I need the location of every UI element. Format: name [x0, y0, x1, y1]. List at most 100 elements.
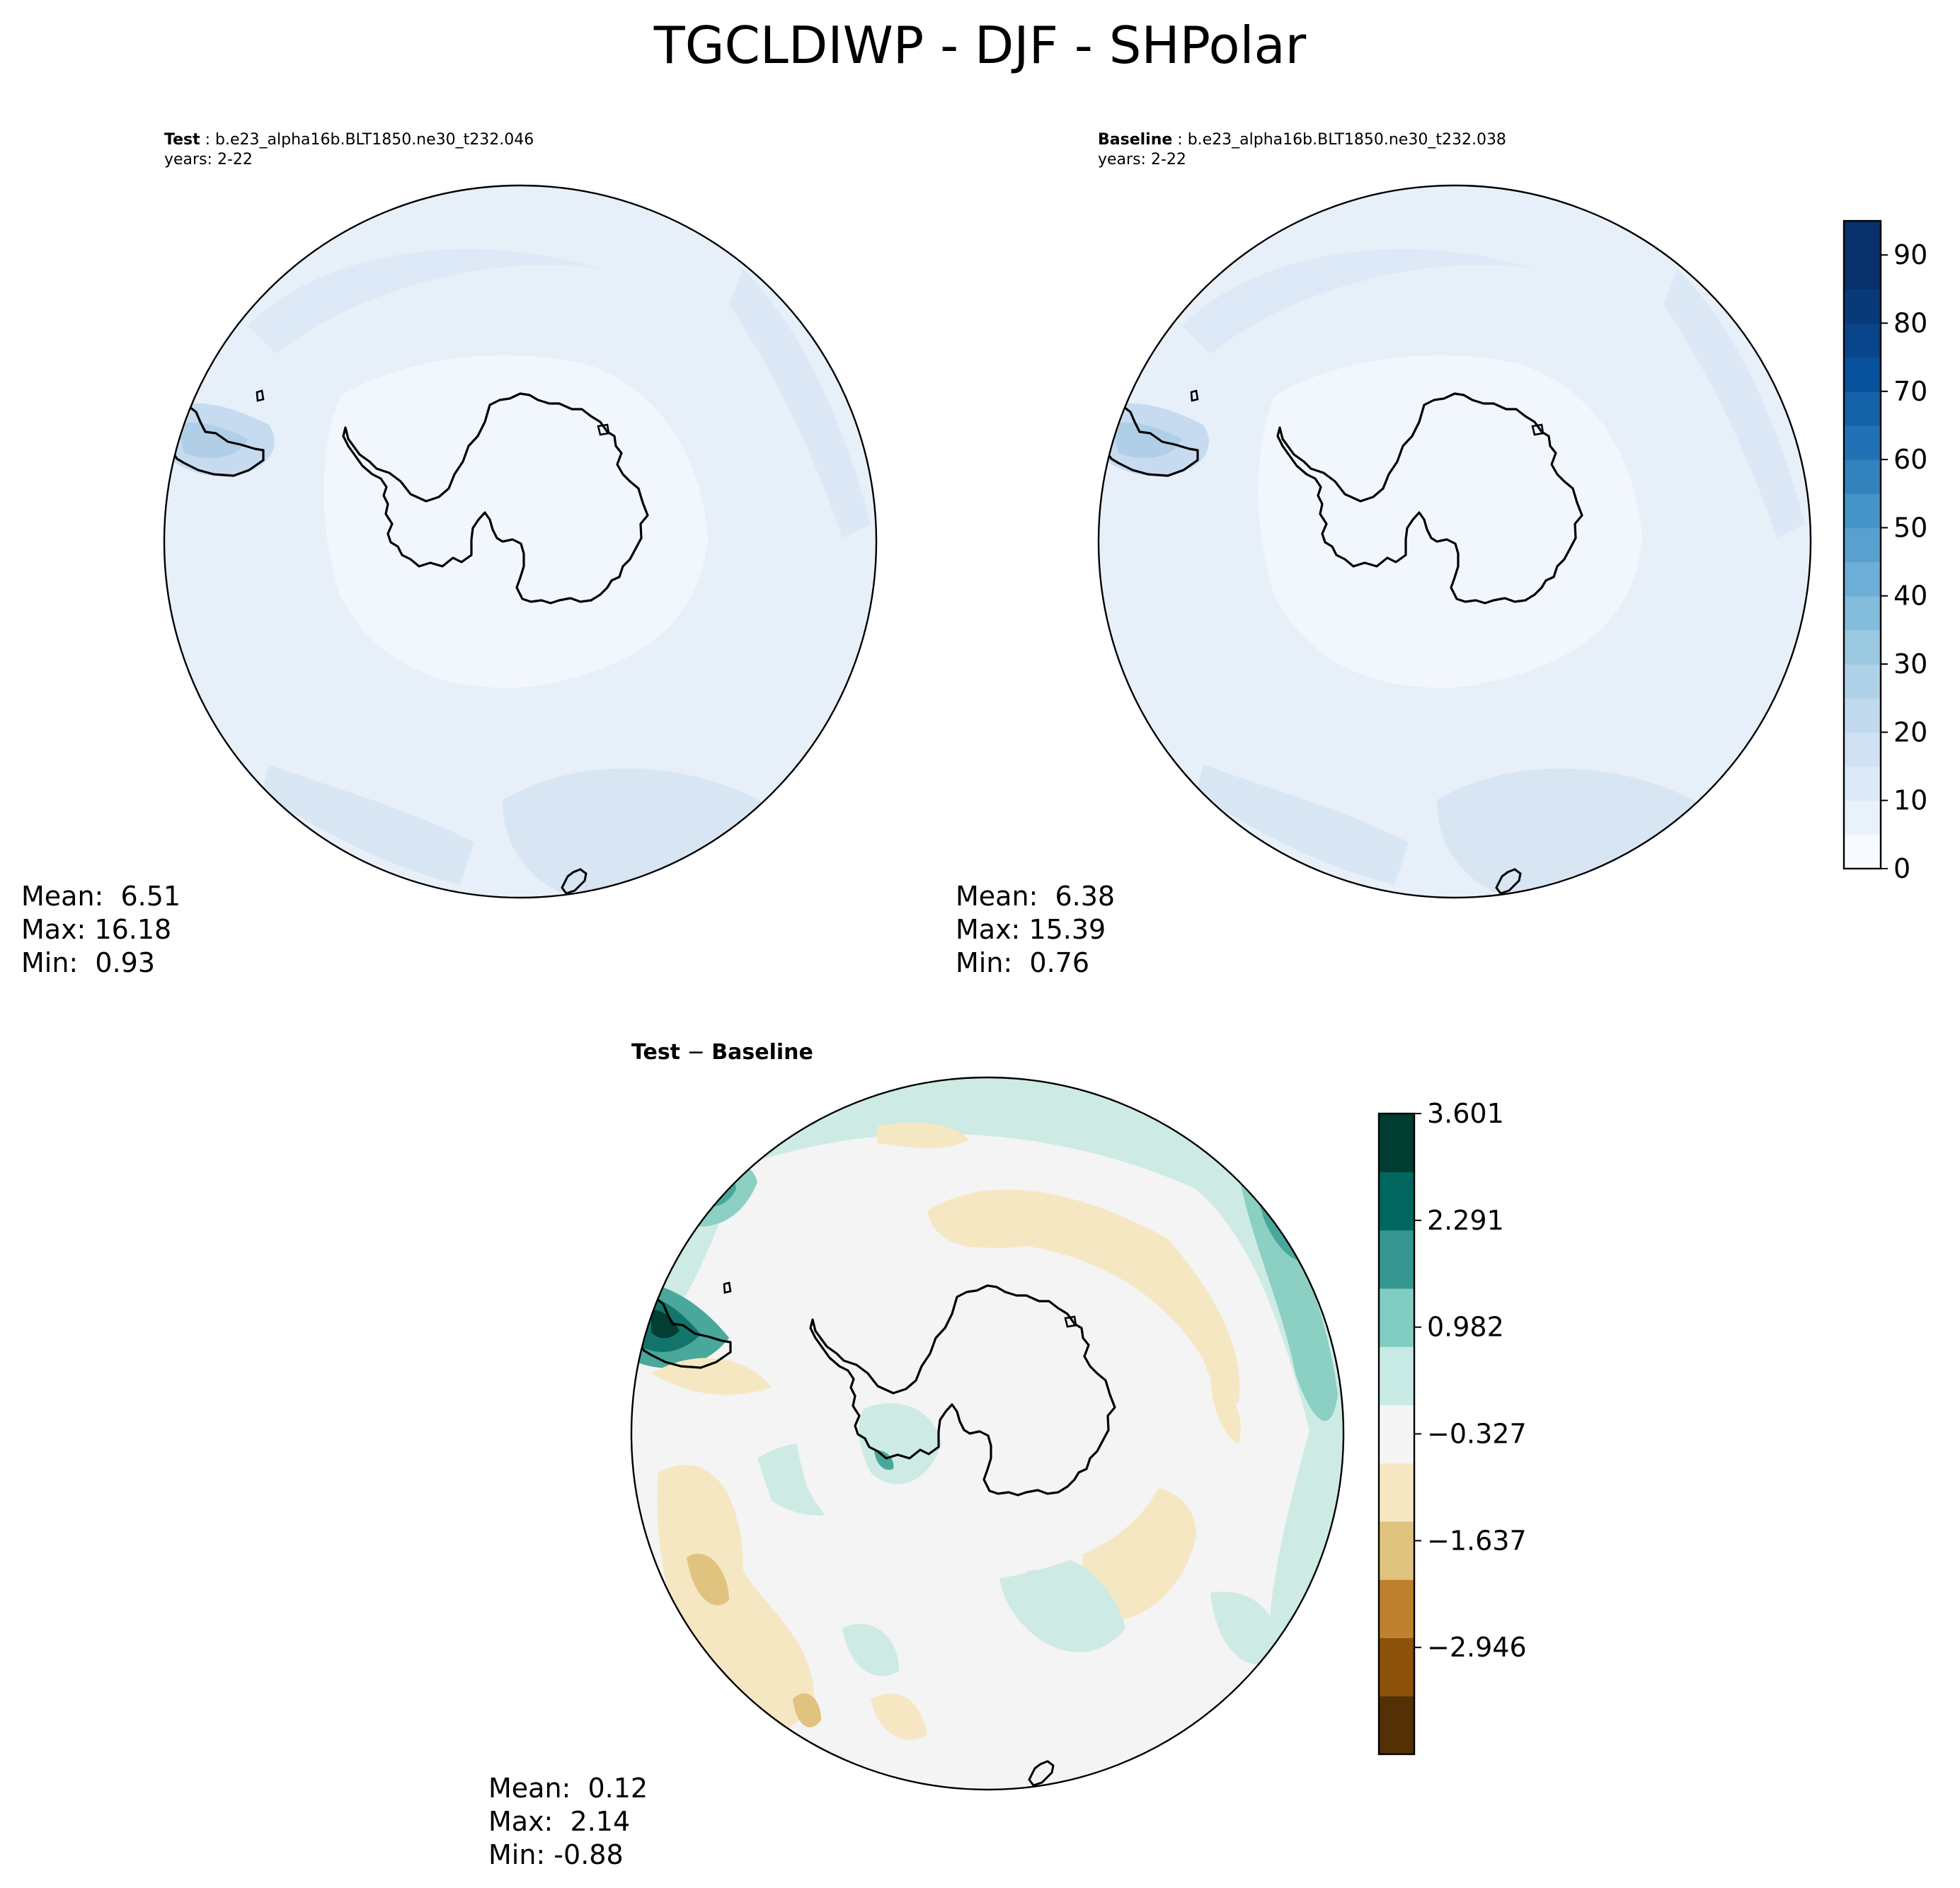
colorbar-tick-label: 0.982: [1427, 1312, 1504, 1343]
antarctica-coastline: [1276, 392, 1583, 605]
colorbar-swatch: [1844, 664, 1881, 699]
antarctica-coastline: [342, 392, 649, 605]
map-field-layer: [164, 185, 876, 898]
colorbar-tick-label: 50: [1893, 512, 1927, 543]
test-min: Min: 0.93: [21, 947, 155, 978]
diff-colorbar: 3.601 2.291 0.982 −0.327 −1.637 −2.946: [1377, 1098, 1527, 1756]
baseline-map: [1097, 184, 1812, 899]
field-contour: [871, 1693, 927, 1740]
baseline-case: : b.e23_alpha16b.BLT1850.ne30_t232.038: [1172, 131, 1506, 149]
island-coastline: [256, 389, 265, 402]
baseline-min: Min: 0.76: [956, 947, 1089, 978]
south-america-coastline: [1104, 404, 1199, 477]
colorbar-tick-label: 80: [1893, 307, 1927, 338]
baseline-years: years: 2-22: [1098, 151, 1186, 168]
colorbar-tick-label: 90: [1893, 239, 1927, 270]
field-contour: [323, 355, 708, 688]
field-contour: [793, 1693, 821, 1727]
field-contour: [791, 1247, 1175, 1580]
colorbar-swatch: [1379, 1230, 1414, 1289]
colorbar-swatch: [1844, 357, 1881, 392]
map-boundary: [630, 1076, 1345, 1791]
colorbar-tick-label: 2.291: [1427, 1205, 1504, 1236]
colorbar-tick-label: −2.946: [1427, 1632, 1527, 1663]
map-boundary: [1097, 184, 1812, 899]
colorbar-swatch: [1379, 1114, 1414, 1172]
diff-map: [630, 1076, 1345, 1791]
island-coastline: [1531, 423, 1544, 436]
island-coastline: [561, 868, 588, 895]
island-coastline: [723, 1281, 732, 1294]
diff-max: Max: 2.14: [488, 1806, 631, 1837]
colorbar-tick-label: 10: [1893, 785, 1927, 816]
colorbar-swatch: [1844, 766, 1881, 801]
island-coastline: [597, 423, 610, 436]
field-contour: [1111, 422, 1182, 459]
island-coastline: [1064, 1315, 1077, 1328]
colorbar-swatch: [1379, 1404, 1414, 1464]
field-contour: [927, 1189, 1240, 1405]
field-contour: [1258, 355, 1642, 688]
baseline-max: Max: 15.39: [956, 914, 1106, 945]
colorbar-swatch: [1844, 425, 1881, 460]
colorbar-tick-label: 0: [1893, 853, 1910, 884]
field-contour: [1210, 1373, 1241, 1444]
diff-title: Test − Baseline: [631, 1040, 813, 1065]
south-america-coastline: [170, 404, 265, 477]
field-contour: [1239, 1175, 1338, 1421]
test-max: Max: 16.18: [21, 914, 172, 945]
colorbar-tick-label: 3.601: [1427, 1098, 1504, 1129]
diff-min: Min: -0.88: [488, 1839, 624, 1870]
field-contour: [1196, 765, 1409, 885]
island-coastline: [1190, 389, 1199, 402]
test-case: : b.e23_alpha16b.BLT1850.ne30_t232.046: [200, 131, 534, 149]
colorbar-swatch: [1379, 1637, 1414, 1697]
test-stats: Mean: 6.51 Max: 16.18 Min: 0.93: [21, 880, 180, 980]
colorbar-swatch: [1844, 834, 1881, 869]
colorbar-swatch: [1379, 1695, 1414, 1755]
colorbar-swatch: [1844, 289, 1881, 324]
field-contour: [874, 1451, 894, 1470]
field-contour: [657, 1465, 814, 1733]
island-coastline: [1495, 868, 1522, 895]
baseline-label: Baseline: [1098, 131, 1173, 149]
test-label: Test: [164, 131, 200, 149]
abs-colorbar: 0 10 20 30 40 50 60 70 80 90: [1842, 219, 1927, 884]
colorbar-tick-label: −0.327: [1427, 1419, 1527, 1450]
colorbar-frame: [1842, 219, 1882, 870]
field-contour: [687, 1553, 729, 1606]
antarctica-coastline: [809, 1284, 1116, 1497]
test-subtitle: Test : b.e23_alpha16b.BLT1850.ne30_t232.…: [164, 130, 534, 170]
field-contour: [503, 768, 772, 892]
colorbar-swatch: [1844, 459, 1881, 494]
colorbar-swatch: [1844, 255, 1881, 290]
diff-mean: Mean: 0.12: [488, 1773, 648, 1804]
colorbar-tick-label: 60: [1893, 444, 1927, 475]
colorbar-swatch: [1844, 732, 1881, 767]
island-coastline: [1028, 1760, 1055, 1787]
map-boundary: [163, 184, 878, 899]
baseline-subtitle: Baseline : b.e23_alpha16b.BLT1850.ne30_t…: [1098, 130, 1506, 170]
field-contour: [1210, 1591, 1281, 1665]
colorbar-swatch: [1844, 698, 1881, 733]
map-field-layer: [631, 1077, 1343, 1790]
field-contour: [1182, 248, 1536, 354]
colorbar-swatch: [1844, 493, 1881, 529]
diff-label-sep: −: [680, 1040, 712, 1065]
colorbar-swatch: [1844, 527, 1881, 563]
map-field-layer: [1099, 185, 1811, 898]
test-map: [163, 184, 878, 899]
field-contour: [1663, 269, 1805, 538]
field-contour: [1026, 1569, 1077, 1596]
field-contour: [177, 422, 248, 459]
colorbar-swatch: [1379, 1172, 1414, 1231]
colorbar-swatch: [1844, 391, 1881, 426]
field-contour: [262, 765, 474, 885]
colorbar-swatch: [1379, 1463, 1414, 1522]
colorbar-tick-label: 40: [1893, 580, 1927, 612]
test-mean: Mean: 6.51: [21, 881, 181, 912]
baseline-stats: Mean: 6.38 Max: 15.39 Min: 0.76: [956, 880, 1115, 980]
colorbar-tick-label: 30: [1893, 648, 1927, 680]
colorbar-swatch: [1844, 561, 1881, 597]
colorbar-swatch: [1844, 629, 1881, 665]
